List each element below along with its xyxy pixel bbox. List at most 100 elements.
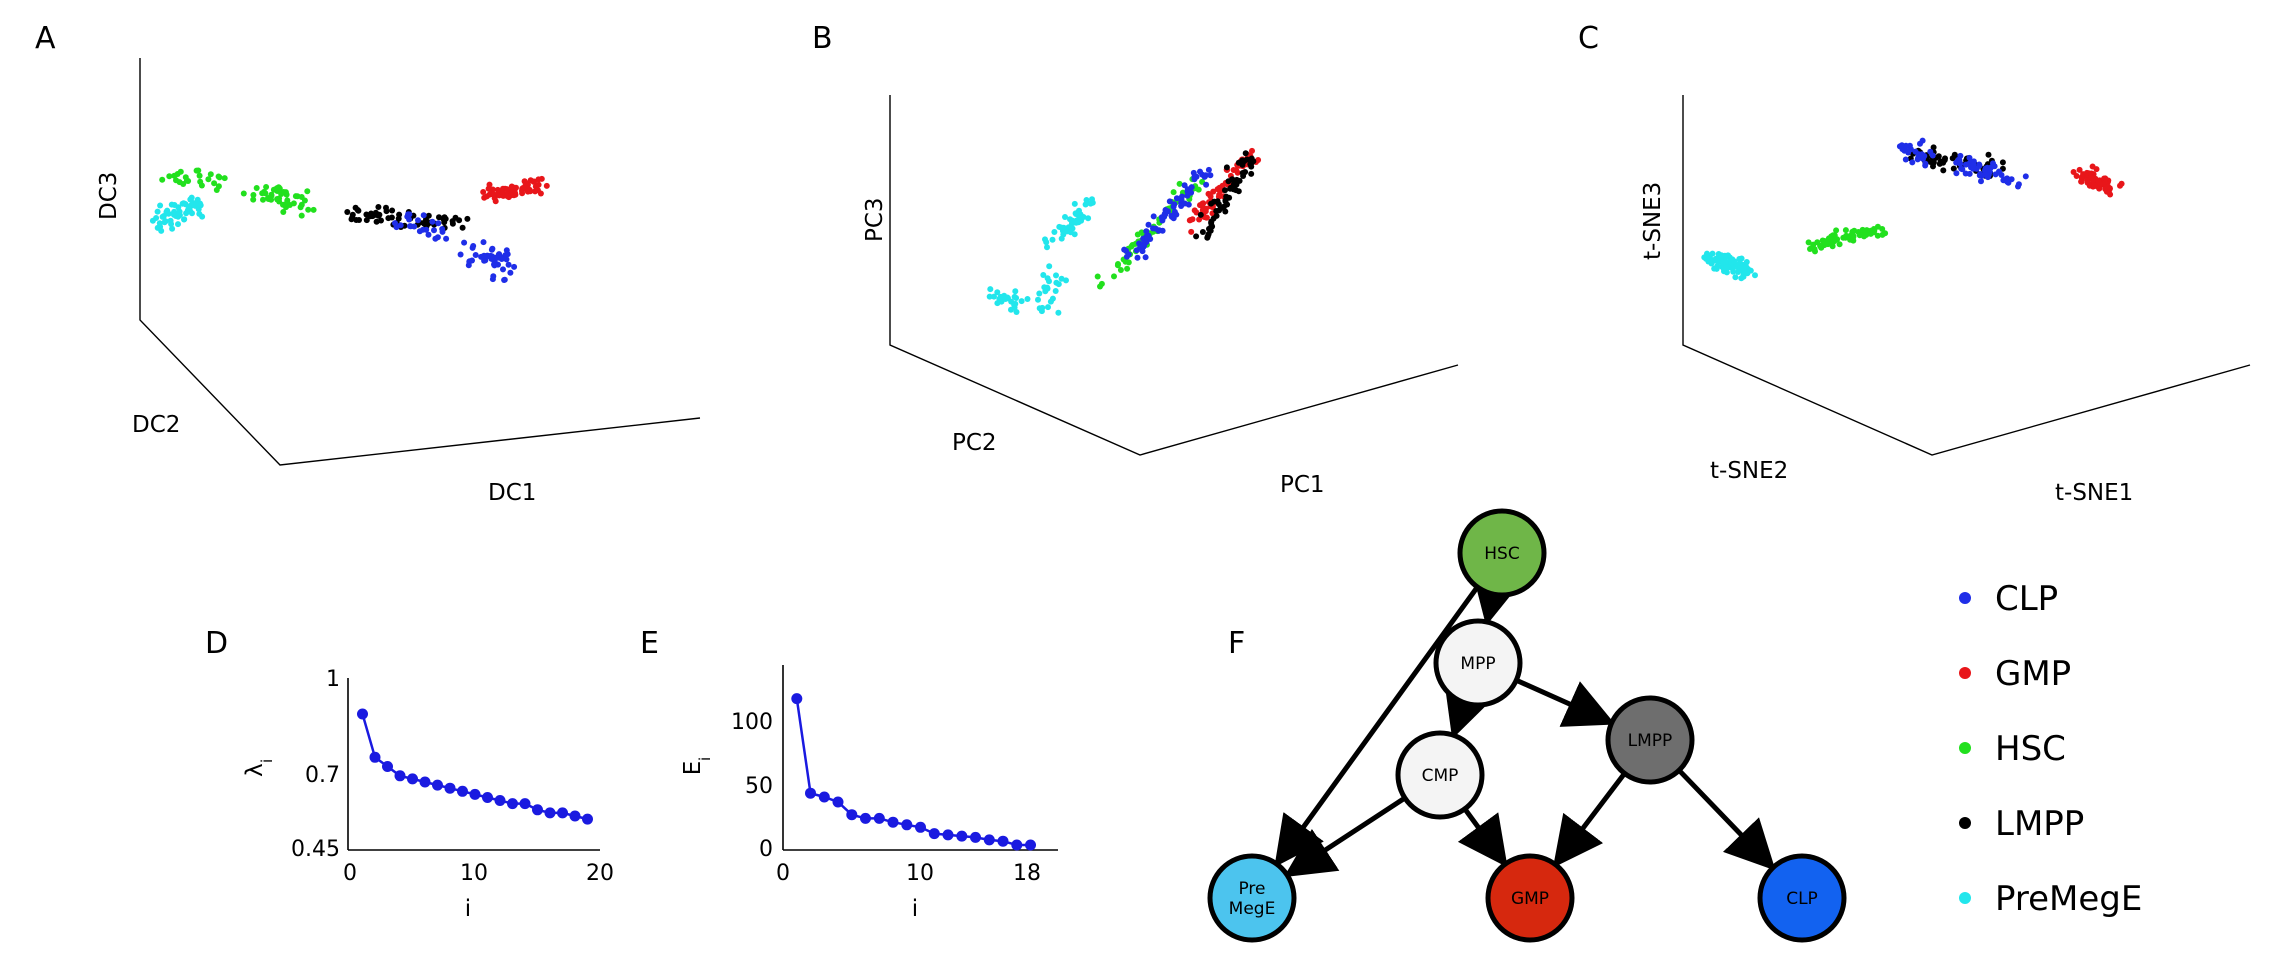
panel-b-point-premege [1055,309,1062,316]
panel-d-plot: 0 10 20 0.45 0.7 1 i λ i [242,667,614,922]
panel-b-point-premege [1069,219,1076,226]
panel-b-point-premege [1082,201,1089,208]
panel-b-point-lmpp [1222,187,1228,194]
panel-b-point-hsc [1170,189,1177,196]
panel-b-point-premege [1046,263,1053,270]
panel-c-point-clp [1953,170,1960,177]
panel-b-point-premege [1052,288,1059,294]
legend-item-premege: PreMegE [1959,879,2142,919]
panel-b-point-premege [1011,302,1018,308]
panel-label-f: F [1228,626,1245,661]
panel-a-point-hsc [207,171,214,178]
panel-a-point-hsc [280,209,287,215]
panel-c-point-clp [2015,181,2022,188]
panel-a-point-lmpp [378,217,384,224]
panel-b-point-clp [1191,173,1198,180]
panel-b-point-premege [1085,215,1092,222]
panel-b-point-lmpp [1216,207,1223,214]
node-premege-label: Pre [1238,879,1265,899]
panel-c-point-hsc [1867,230,1874,237]
edge-hsc-mpp [1472,571,1522,626]
panel-a-point-clp [420,212,427,219]
panel-d-xlabel: i [465,896,471,922]
panel-c-point-gmp [2070,169,2077,175]
panel-c-point-clp [1909,159,1916,166]
panel-d-series [357,708,593,825]
panel-b-point-lmpp [1193,233,1200,240]
panel-a-point-clp [435,220,442,227]
panel-b-point-lmpp [1227,185,1234,192]
panel-e-marker [928,828,940,840]
panel-d-marker [457,785,468,797]
panel-a-point-clp [406,211,413,218]
legend: CLP GMP HSC LMPP PreMegE [1959,579,2142,919]
panel-c-point-clp [1959,166,1966,173]
panel-a-point-hsc [274,196,281,202]
panel-b-point-hsc [1129,242,1136,248]
panel-a-point-clp [429,218,436,225]
panel-a-point-premege [181,216,187,223]
panel-d-marker [407,773,418,785]
panel-a-point-hsc [284,197,291,204]
panel-b-point-clp [1203,181,1210,188]
node-clp-circle [1757,853,1847,943]
panel-d-marker [469,788,481,800]
panel-b-point-gmp [1210,188,1217,195]
panel-label-b: B [812,21,833,56]
panel-b-point-hsc [1111,273,1117,280]
panel-b-point-clp [1145,221,1152,228]
panel-c-point-hsc [1874,223,1881,230]
edge-lmpp-clp [1677,768,1776,871]
panel-c-point-premege [1711,265,1718,272]
panel-c-point-hsc [1825,235,1832,242]
panel-c-xlabel: t-SNE1 [2055,480,2133,506]
panel-b-plot: PC1 PC2 PC3 [862,95,1459,498]
panel-b-point-premege [1067,229,1074,236]
panel-b-point-lmpp [1213,212,1220,219]
panel-b-point-premege [1058,224,1065,231]
panel-c-point-hsc [1832,236,1839,242]
panel-e-xtick-1: 10 [906,861,934,886]
edge-mpp-cmp [1444,683,1492,739]
panel-c-point-lmpp [1935,153,1942,160]
panel-b-point-clp [1142,254,1149,261]
panel-b-point-hsc [1138,229,1145,236]
node-lmpp: LMPP [1605,695,1695,785]
legend-label-premege: PreMegE [1995,879,2142,919]
legend-item-lmpp: LMPP [1959,804,2084,844]
panel-b-point-lmpp [1242,150,1249,157]
panel-b-point-premege [1036,290,1043,297]
panel-b-point-premege [1062,214,1068,220]
panel-b-point-premege [1087,200,1094,207]
panel-a-point-clp [495,251,502,258]
panel-c-point-premege [1743,259,1750,265]
panel-b-point-premege [1011,293,1018,300]
panel-a-box [139,58,701,466]
panel-d-marker [557,807,568,819]
panel-b-point-lmpp [1199,229,1206,235]
node-gmp: GMP [1485,853,1575,943]
panel-c-point-lmpp [1985,151,1992,158]
panel-c-point-lmpp [1999,159,2006,166]
node-premege: PreMegE [1207,853,1297,943]
panel-b-point-gmp [1191,207,1198,214]
panel-c-point-lmpp [1951,151,1958,158]
panel-c-point-hsc [1807,246,1813,252]
panel-c-point-premege [1743,263,1750,270]
edge-cmp-gmp [1457,807,1508,868]
panel-a-point-gmp [534,187,541,194]
panel-a-point-hsc [250,192,257,198]
panel-e-marker [956,830,968,842]
panel-c-point-premege [1736,261,1743,268]
panel-a-point-hsc [280,189,287,195]
panel-a-point-clp [461,239,468,246]
edge-cmp-premege [1283,795,1407,878]
panel-b-point-premege [991,293,997,300]
panel-e-ytick-2: 100 [731,710,773,735]
panel-a-point-gmp [508,192,515,199]
panel-c-point-premege [1723,264,1730,271]
panel-c-point-premege [1731,258,1738,265]
panel-c-point-hsc [1811,246,1818,253]
legend-item-gmp: GMP [1959,654,2071,694]
